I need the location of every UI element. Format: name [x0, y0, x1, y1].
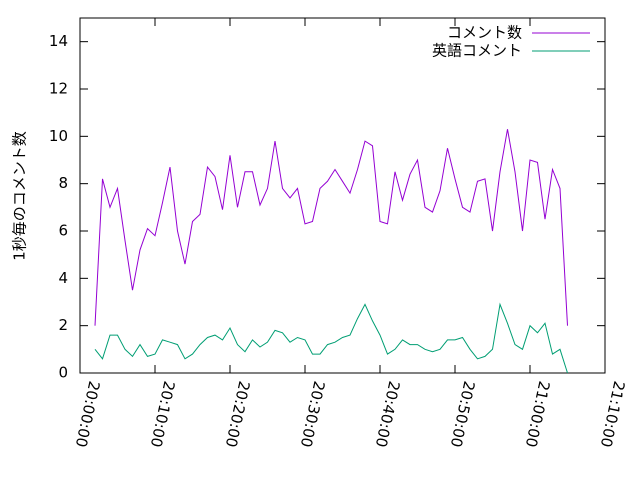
- y-tick-label: 6: [58, 222, 68, 240]
- data-line: [94, 302, 568, 374]
- y-tick-label: 2: [58, 316, 68, 334]
- x-tick-label: 20:50:00: [447, 379, 479, 449]
- legend-label: 英語コメント: [432, 42, 522, 60]
- y-tick-label: 8: [58, 174, 68, 192]
- x-tick-label: 20:30:00: [297, 379, 329, 449]
- y-tick-label: 4: [58, 269, 68, 287]
- y-tick-label: 12: [49, 80, 68, 98]
- x-tick-label: 21:00:00: [522, 379, 554, 449]
- y-axis-label: 1秒毎のコメント数: [11, 131, 29, 261]
- plot-frame: [79, 17, 606, 374]
- legend-label: コメント数: [447, 24, 522, 42]
- x-tick-label: 20:10:00: [147, 379, 179, 449]
- x-tick-label: 20:40:00: [372, 379, 404, 449]
- x-tick-label: 20:20:00: [222, 379, 254, 449]
- data-line: [94, 129, 568, 326]
- x-tick-label: 20:00:00: [72, 379, 104, 449]
- y-tick-label: 10: [49, 127, 68, 145]
- x-tick-label: 21:10:00: [597, 379, 629, 449]
- y-tick-label: 0: [58, 364, 68, 382]
- y-tick-label: 14: [49, 32, 68, 50]
